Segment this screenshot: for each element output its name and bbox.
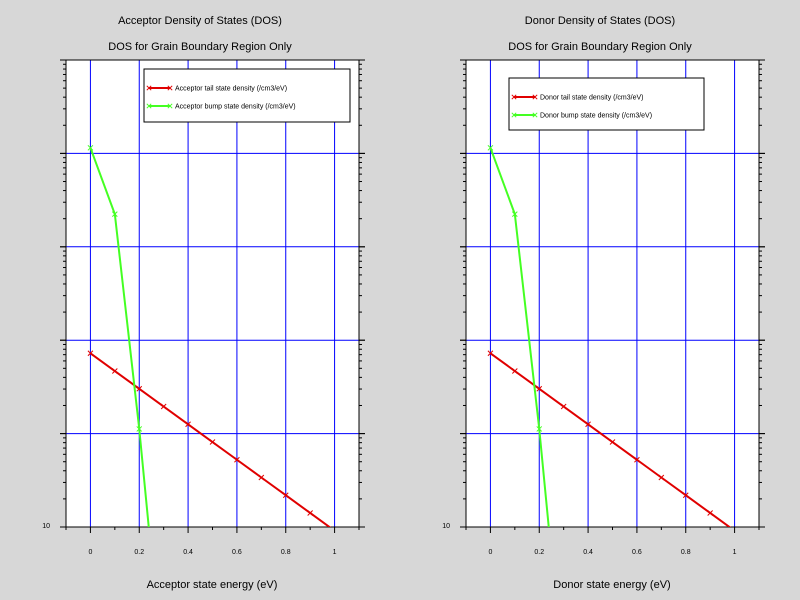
data-point: [536, 385, 543, 392]
x-tick-label: 0.8: [281, 549, 291, 556]
x-tick-label: 0.2: [134, 549, 144, 556]
data-point: [511, 211, 518, 217]
legend-box: [143, 68, 351, 123]
x-tick-label: 0: [88, 549, 92, 556]
data-point: [536, 426, 543, 432]
chart-panel-1: Acceptor Density of States (DOS) DOS for …: [42, 15, 365, 591]
x-tick-label: 0.4: [183, 549, 193, 556]
data-point: [634, 456, 640, 463]
data-point: [658, 474, 665, 481]
data-point: [136, 385, 143, 392]
chart-title: Acceptor Density of States (DOS): [118, 15, 282, 27]
chart-title: Donor Density of States (DOS): [525, 15, 675, 27]
x-axis-label: Acceptor state energy (eV): [147, 579, 278, 591]
legend-label: Acceptor bump state density (/cm3/eV): [175, 104, 296, 111]
legend: Acceptor tail state density (/cm3/eV) Acc…: [143, 68, 351, 123]
y-tick-label: 10: [442, 523, 450, 530]
data-point: [682, 492, 689, 499]
data-point: [307, 510, 314, 516]
legend-swatch-marker: [167, 85, 173, 91]
data-point: [282, 492, 289, 499]
x-tick-label: 1: [733, 549, 737, 556]
data-point: [160, 403, 167, 410]
x-axis-label: Donor state energy (eV): [553, 579, 670, 591]
data-point: [87, 144, 94, 151]
data-point: [511, 368, 518, 374]
legend-label: Donor bump state density (/cm3/eV): [540, 113, 652, 120]
data-point: [609, 439, 616, 445]
plot-area: [66, 60, 359, 527]
series-line: [489, 147, 550, 527]
legend-label: Acceptor tail state density (/cm3/eV): [175, 86, 287, 93]
chart-subtitle: DOS for Grain Boundary Region Only: [508, 41, 692, 53]
x-tick-label: 0.4: [583, 549, 593, 556]
data-point: [707, 510, 714, 516]
legend-swatch-marker: [511, 94, 517, 100]
legend-swatch-marker: [532, 112, 538, 118]
legend-swatch-marker: [511, 112, 517, 118]
legend-swatch-marker: [146, 103, 152, 109]
data-point: [136, 426, 143, 432]
legend: Donor tail state density (/cm3/eV) Donor …: [508, 77, 705, 131]
series-tail: [487, 350, 732, 527]
chart-subtitle: DOS for Grain Boundary Region Only: [108, 41, 292, 53]
x-tick-label: 0.8: [681, 549, 691, 556]
legend-box: [508, 77, 705, 131]
data-point: [111, 211, 118, 217]
y-tick-label: 10: [42, 523, 50, 530]
data-point: [258, 474, 265, 481]
series-line: [89, 147, 150, 527]
data-point: [487, 144, 494, 151]
plot-area: [466, 60, 759, 527]
data-point: [185, 421, 191, 428]
data-point: [209, 439, 216, 445]
data-point: [560, 403, 567, 410]
chart-panel-2: Donor Density of States (DOS) DOS for Gra…: [442, 15, 765, 591]
x-tick-label: 0.6: [632, 549, 642, 556]
series-tail: [87, 350, 332, 527]
data-point: [87, 350, 94, 357]
x-tick-label: 1: [333, 549, 337, 556]
data-point: [111, 368, 118, 374]
legend-label: Donor tail state density (/cm3/eV): [540, 95, 644, 102]
legend-swatch-marker: [146, 85, 152, 91]
legend-swatch-marker: [167, 103, 173, 109]
x-tick-label: 0.6: [232, 549, 242, 556]
data-point: [585, 421, 591, 428]
x-tick-label: 0.2: [534, 549, 544, 556]
series-bump: [487, 144, 550, 527]
data-point: [234, 456, 240, 463]
data-point: [487, 350, 494, 357]
x-tick-label: 0: [488, 549, 492, 556]
legend-swatch-marker: [532, 94, 538, 100]
series-bump: [87, 144, 150, 527]
